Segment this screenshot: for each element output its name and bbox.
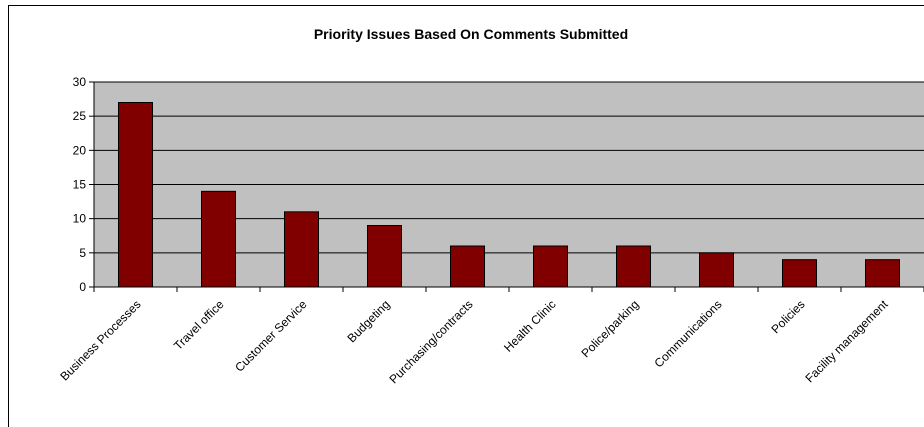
y-tick-label: 5	[79, 246, 86, 260]
bar	[533, 245, 568, 288]
x-category-label: Police/parking	[578, 297, 641, 360]
bar	[782, 259, 817, 288]
y-tick-label: 30	[73, 75, 87, 89]
bar	[699, 252, 734, 288]
bar	[284, 211, 319, 288]
x-category-label: Budgeting	[345, 297, 393, 345]
bar	[118, 102, 153, 288]
y-tick-label: 10	[73, 212, 87, 226]
y-tick-label: 20	[73, 143, 87, 157]
y-tick-label: 0	[79, 280, 86, 294]
y-tick-label: 25	[73, 109, 87, 123]
x-category-label: Communications	[652, 297, 725, 370]
x-category-label: Business Processes	[57, 297, 143, 383]
bar	[201, 190, 236, 288]
bar	[367, 225, 402, 288]
x-category-label: Policies	[768, 297, 807, 336]
x-category-label: Purchasing/contracts	[386, 297, 475, 386]
chart-title: Priority Issues Based On Comments Submit…	[313, 26, 629, 42]
bar	[865, 259, 900, 288]
bar	[616, 245, 651, 288]
bar	[450, 245, 485, 288]
x-category-label: Health Clinic	[501, 297, 559, 355]
y-tick-label: 15	[73, 178, 87, 192]
x-category-label: Customer Service	[232, 297, 310, 375]
x-category-label: Travel office	[171, 297, 227, 353]
x-category-label: Facility management	[802, 297, 891, 386]
